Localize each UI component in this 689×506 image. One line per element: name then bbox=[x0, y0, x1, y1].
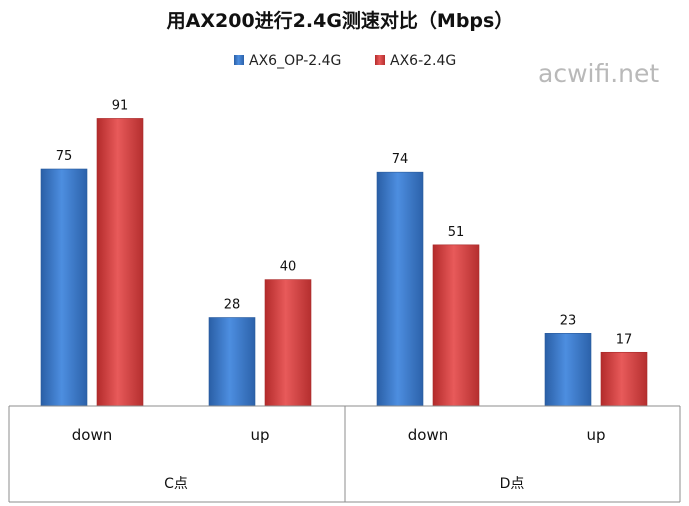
data-label-ax6-2: 51 bbox=[448, 225, 465, 240]
legend-label-ax6-op: AX6_OP-2.4G bbox=[249, 53, 341, 69]
category-label-3: up bbox=[586, 426, 605, 444]
data-label-ax6-op-0: 75 bbox=[56, 149, 73, 164]
category-label-1: up bbox=[250, 426, 269, 444]
data-label-ax6-op-3: 23 bbox=[560, 313, 577, 328]
bar-ax6-op-3 bbox=[544, 333, 592, 407]
legend: AX6_OP-2.4G AX6-2.4G bbox=[234, 53, 456, 69]
data-label-ax6-0: 91 bbox=[112, 98, 129, 113]
data-label-ax6-3: 17 bbox=[616, 332, 633, 347]
category-label-2: down bbox=[408, 426, 448, 444]
group-label-1: D点 bbox=[500, 476, 525, 492]
data-label-ax6-op-2: 74 bbox=[392, 152, 409, 167]
category-axis: down up down up C点 D点 bbox=[8, 405, 681, 503]
bar-ax6-op-1 bbox=[208, 317, 256, 407]
bar-ax6-2 bbox=[432, 244, 480, 407]
data-label-ax6-1: 40 bbox=[280, 260, 297, 275]
bar-ax6-op-2 bbox=[376, 171, 424, 407]
bar-ax6-1 bbox=[264, 279, 312, 407]
legend-label-ax6: AX6-2.4G bbox=[390, 53, 456, 69]
bar-ax6-0 bbox=[96, 118, 144, 407]
data-label-ax6-op-1: 28 bbox=[224, 298, 241, 313]
legend-swatch-ax6 bbox=[375, 55, 385, 65]
chart-title: 用AX200进行2.4G测速对比（Mbps） bbox=[167, 9, 514, 32]
bars-layer: 75 28 74 23 91 40 51 17 bbox=[40, 98, 648, 407]
bar-ax6-op-0 bbox=[40, 168, 88, 407]
bar-ax6-3 bbox=[600, 351, 648, 407]
legend-swatch-ax6-op bbox=[234, 55, 244, 65]
category-label-0: down bbox=[72, 426, 112, 444]
watermark: acwifi.net bbox=[538, 59, 659, 88]
group-label-0: C点 bbox=[164, 476, 188, 492]
